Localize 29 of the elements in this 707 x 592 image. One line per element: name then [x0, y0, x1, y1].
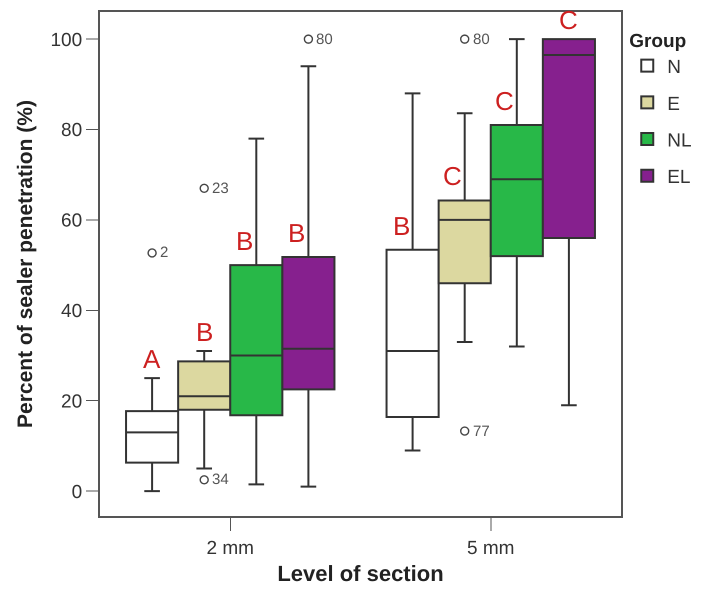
x-tick-label: 5 mm — [467, 538, 514, 559]
annotation: C — [443, 161, 462, 191]
annotation: B — [393, 211, 410, 241]
annotation: A — [143, 344, 161, 374]
annotation: B — [236, 226, 254, 256]
y-tick-label: 60 — [61, 210, 82, 232]
y-tick-label: 40 — [61, 300, 82, 322]
x-axis-title: Level of section — [277, 561, 444, 586]
annotation: B — [196, 317, 214, 347]
legend-label: EL — [667, 167, 690, 188]
annotation: 80 — [316, 31, 333, 48]
annotation: 2 — [160, 244, 168, 261]
annotation: B — [288, 218, 306, 248]
legend-label: NL — [667, 130, 692, 152]
annotation: 80 — [473, 31, 490, 48]
legend-title: Group — [629, 30, 686, 52]
y-axis-title: Percent of sealer penetration (%) — [14, 100, 38, 428]
y-tick-label: 20 — [61, 391, 82, 412]
y-tick-label: 0 — [72, 482, 82, 503]
legend-label: E — [667, 94, 680, 115]
annotation: 23 — [212, 180, 229, 197]
annotation: C — [495, 86, 514, 116]
annotation: C — [559, 5, 578, 35]
y-tick-label: 80 — [61, 120, 82, 142]
x-tick-label: 2 mm — [206, 538, 254, 559]
legend-label: N — [667, 57, 681, 78]
annotation: 34 — [212, 471, 229, 488]
y-tick-label: 100 — [50, 30, 82, 51]
annotation: 77 — [473, 423, 490, 440]
